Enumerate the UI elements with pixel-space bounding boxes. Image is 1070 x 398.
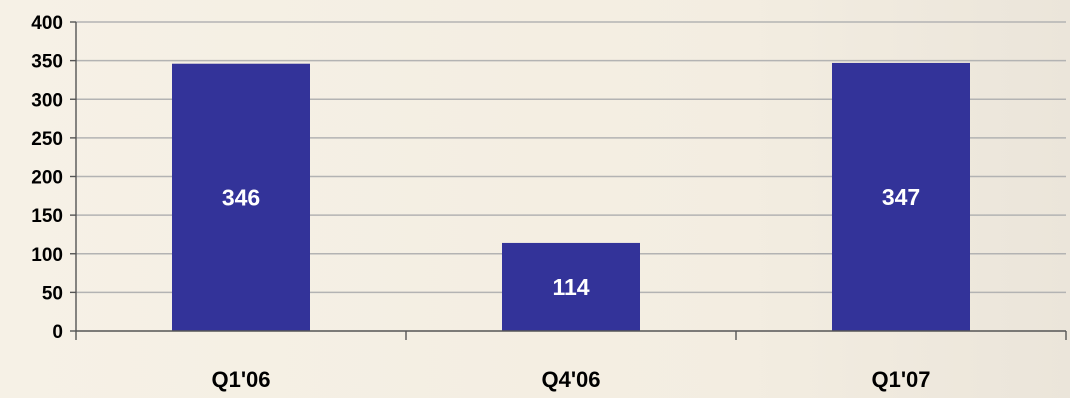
y-tick-label: 250 xyxy=(31,129,63,150)
axes xyxy=(70,21,1067,340)
y-tick-label: 350 xyxy=(31,52,63,73)
y-tick-label: 200 xyxy=(31,168,63,189)
y-tick-label: 50 xyxy=(42,283,63,304)
labels: 0 50 100 150 200 250 300 350 400 346 Q1'06 114 Q4'06… xyxy=(31,13,930,392)
bar xyxy=(832,62,970,331)
x-category-label: Q4'06 xyxy=(541,367,600,392)
bar xyxy=(172,63,310,332)
data-label: 114 xyxy=(552,274,589,300)
y-tick-label: 400 xyxy=(31,13,63,34)
data-label: 346 xyxy=(222,184,260,210)
x-category-label: Q1'07 xyxy=(871,367,930,392)
y-tick-label: 150 xyxy=(31,206,63,227)
x-category-label: Q1'06 xyxy=(211,367,270,392)
y-tick-label: 300 xyxy=(31,90,63,111)
data-label: 347 xyxy=(882,184,920,210)
y-tick-label: 100 xyxy=(31,245,63,266)
bar xyxy=(502,242,640,331)
y-tick-label: 0 xyxy=(52,322,63,343)
bars xyxy=(172,62,970,332)
